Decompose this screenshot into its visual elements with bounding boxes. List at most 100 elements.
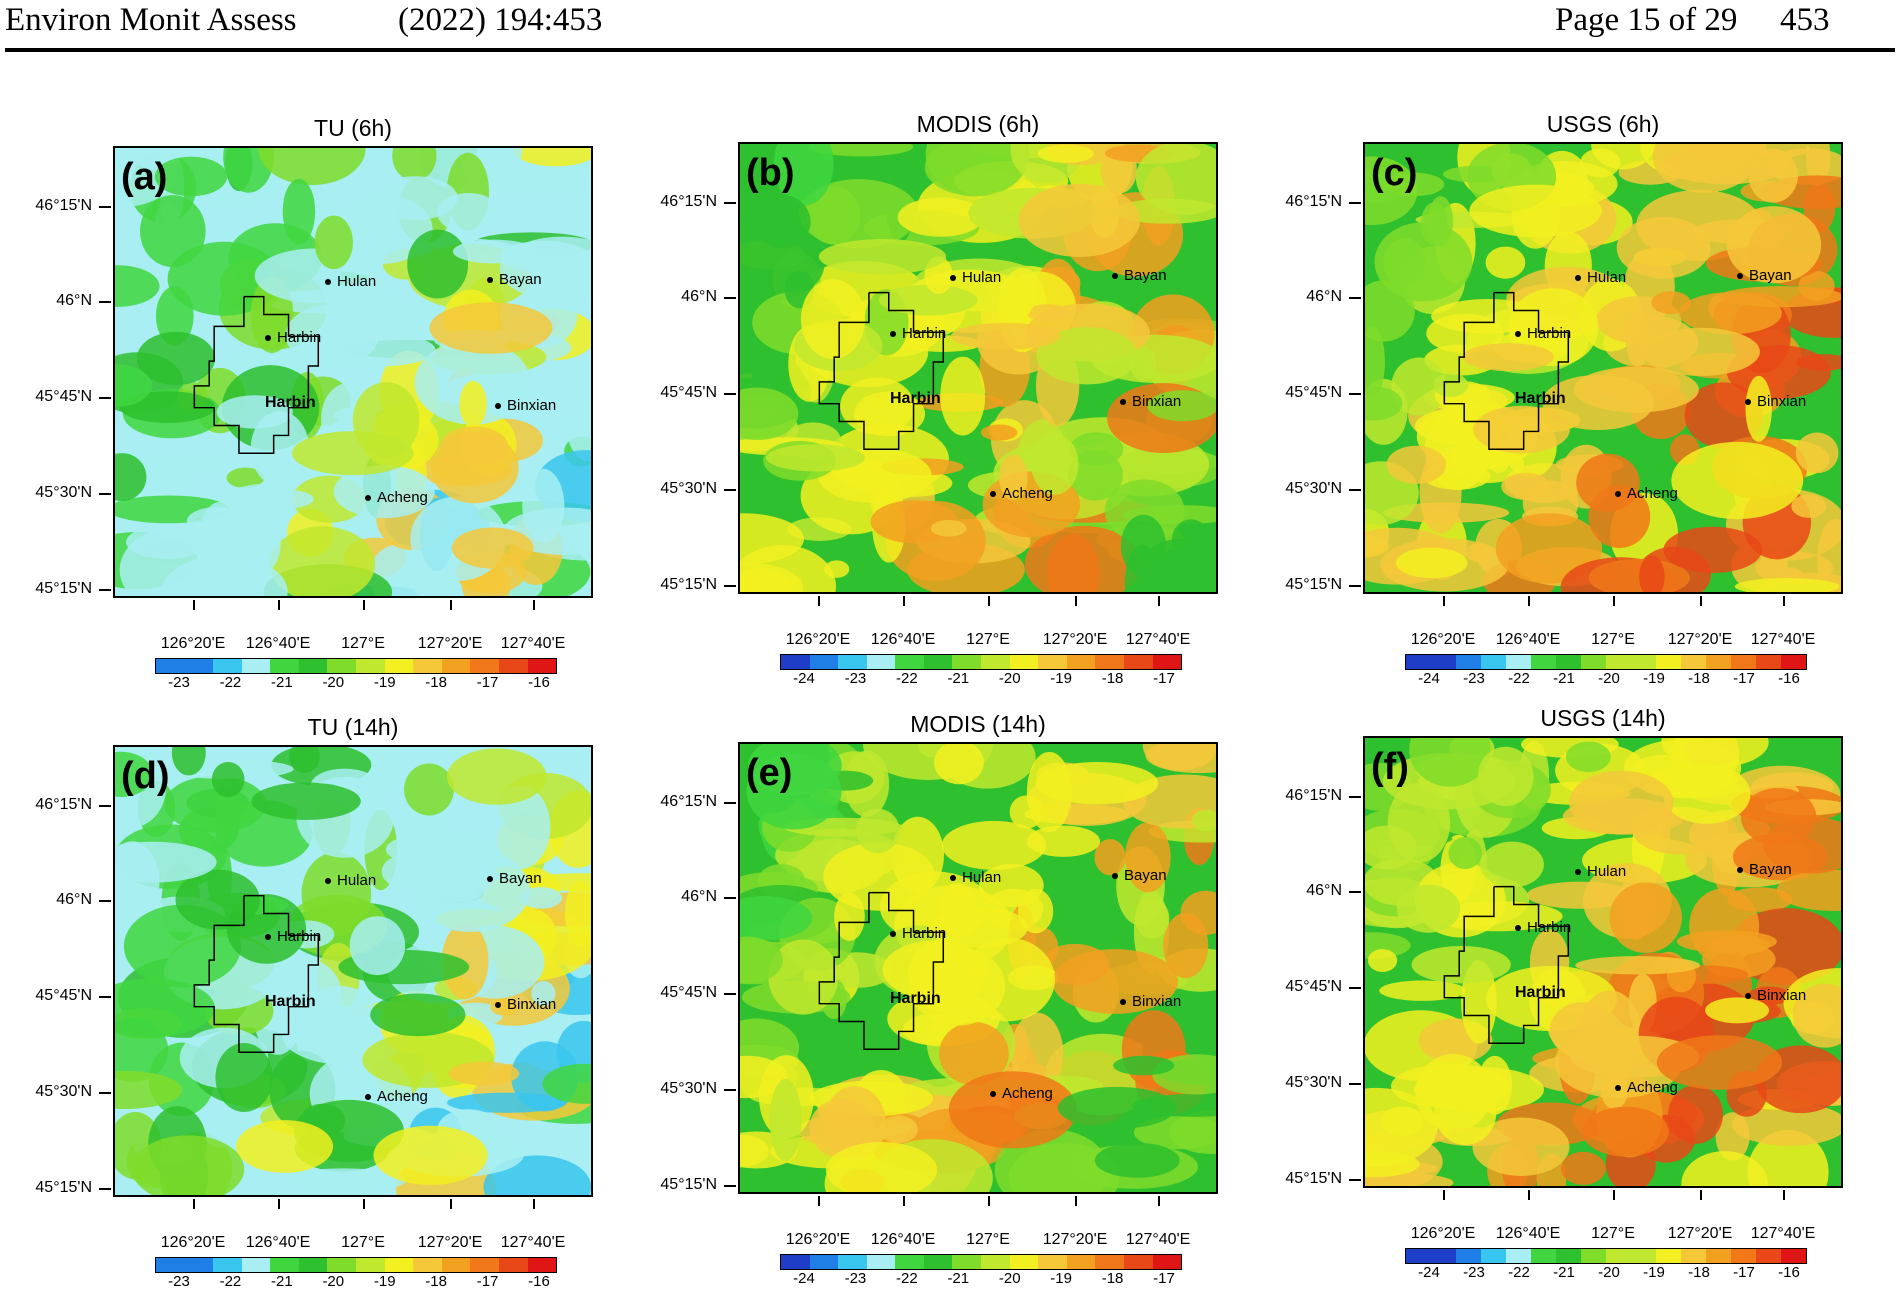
lon-tick: [193, 600, 195, 610]
temperature-map: (e) Hulan Bayan Harbin Harbin Binxian Acheng: [738, 742, 1218, 1194]
colorbar-tick-label: -23: [168, 674, 190, 691]
lat-tick-label: 45°15'N: [660, 576, 717, 593]
colorbar-swatch: [270, 1258, 299, 1272]
city-label: Harbin: [1527, 919, 1572, 936]
lon-tick-label: 126°40'E: [245, 635, 311, 652]
city-label: Harbin: [265, 394, 316, 411]
header-rule: [5, 48, 1895, 52]
city-label: Harbin: [1515, 984, 1566, 1001]
contour-field: [115, 747, 591, 1195]
lon-tick: [193, 1199, 195, 1209]
lat-tick: [99, 301, 111, 303]
temperature-map: (a) Hulan Bayan Harbin Harbin Binxian Acheng: [113, 146, 593, 598]
city-label: Harbin: [277, 928, 322, 945]
colorbar-tick-label: -22: [896, 670, 918, 687]
colorbar-tick-label: -17: [476, 674, 499, 691]
city-label: Bayan: [1124, 867, 1167, 884]
colorbar-swatch: [1431, 655, 1456, 669]
lon-tick-label: 127°20'E: [417, 635, 483, 652]
city-marker: [495, 1002, 501, 1009]
colorbar-swatch: [241, 659, 271, 673]
lon-tick: [363, 1199, 365, 1209]
lat-tick: [99, 493, 111, 495]
lon-tick-label: 126°20'E: [1410, 631, 1476, 648]
colorbar-tick-label: -23: [1463, 1264, 1485, 1281]
panel-title: TU (14h): [307, 714, 399, 740]
city-harbin_point: Harbin: [890, 326, 946, 342]
city-marker: [495, 403, 501, 410]
colorbar-swatch: [527, 1258, 557, 1272]
lat-tick-label: 46°N: [56, 292, 92, 309]
lat-tick: [1349, 202, 1361, 204]
lon-tick: [988, 596, 990, 606]
colorbar-swatch: [1066, 655, 1096, 669]
city-marker: [950, 275, 956, 282]
colorbar-swatch: [1038, 1255, 1067, 1269]
colorbar-tick-label: -18: [1101, 1270, 1124, 1287]
colorbar-tick-label: -20: [998, 670, 1021, 687]
city-marker: [1112, 273, 1118, 280]
colorbar-swatch: [1123, 655, 1153, 669]
lat-tick-label: 45°30'N: [660, 1080, 717, 1097]
city-label: Binxian: [1132, 393, 1182, 410]
colorbar-swatch: [1506, 1249, 1531, 1263]
city-acheng: Acheng: [1615, 486, 1678, 502]
city-label: Acheng: [1627, 485, 1678, 502]
colorbar-swatch: [384, 1258, 414, 1272]
lat-tick: [1349, 796, 1361, 798]
lat-tick: [724, 489, 736, 491]
city-hulan: Hulan: [950, 270, 1001, 286]
colorbar: [155, 1257, 557, 1273]
harbin-boundary: [1443, 291, 1570, 451]
colorbar-swatch: [1038, 655, 1067, 669]
lat-tick: [724, 202, 736, 204]
city-marker: [990, 491, 996, 498]
city-marker: [1737, 273, 1743, 280]
city-harbin_area: Harbin: [265, 994, 316, 1010]
lon-tick-label: 127°40'E: [1750, 631, 1816, 648]
colorbar-swatch: [781, 1255, 810, 1269]
city-marker: [265, 934, 271, 941]
city-label: Harbin: [890, 390, 941, 407]
colorbar: [780, 654, 1182, 670]
colorbar-tick-label: -19: [1050, 670, 1072, 687]
lon-tick-label: 127°E: [966, 1231, 1010, 1248]
lon-tick: [1613, 1190, 1615, 1200]
city-marker: [1575, 869, 1581, 876]
lat-tick: [99, 805, 111, 807]
lat-tick-label: 45°15'N: [1285, 1170, 1342, 1187]
city-label: Hulan: [962, 269, 1002, 286]
page-number: 453: [1780, 2, 1830, 38]
lon-tick: [1075, 1196, 1077, 1206]
lat-tick: [724, 1185, 736, 1187]
city-hulan: Hulan: [1575, 270, 1626, 286]
lat-tick-label: 45°15'N: [660, 1176, 717, 1193]
colorbar-swatch: [923, 1255, 953, 1269]
city-marker: [487, 277, 493, 284]
colorbar-tick-label: -16: [528, 674, 550, 691]
lat-tick: [99, 996, 111, 998]
colorbar-swatch: [470, 1258, 499, 1272]
lon-tick: [450, 1199, 452, 1209]
panel-title: MODIS (14h): [910, 711, 1046, 737]
lon-tick: [1783, 1190, 1785, 1200]
colorbar-tick-label: -16: [528, 1273, 550, 1290]
colorbar-tick-label: -20: [1598, 670, 1620, 687]
lon-tick: [1528, 596, 1530, 606]
colorbar-tick-label: -24: [1418, 670, 1440, 687]
colorbar-swatch: [1656, 1249, 1681, 1263]
colorbar-swatch: [923, 655, 953, 669]
city-marker: [1515, 331, 1521, 338]
colorbar-tick-label: -20: [1598, 1264, 1620, 1281]
colorbar-swatch: [1706, 655, 1731, 669]
city-label: Harbin: [1515, 390, 1566, 407]
figure-panel-f: USGS (14h) (f) Hulan Bayan Harbin Harbin Binxi…: [1250, 705, 1843, 1281]
city-label: Acheng: [377, 1088, 428, 1105]
lat-tick: [724, 297, 736, 299]
harbin-boundary: [818, 891, 945, 1051]
lon-tick-label: 127°40'E: [1750, 1225, 1816, 1242]
lat-tick: [1349, 1179, 1361, 1181]
page-indicator: Page 15 of 29: [1555, 2, 1738, 38]
colorbar-tick-label: -17: [1153, 1270, 1175, 1287]
city-harbin_area: Harbin: [890, 391, 941, 407]
